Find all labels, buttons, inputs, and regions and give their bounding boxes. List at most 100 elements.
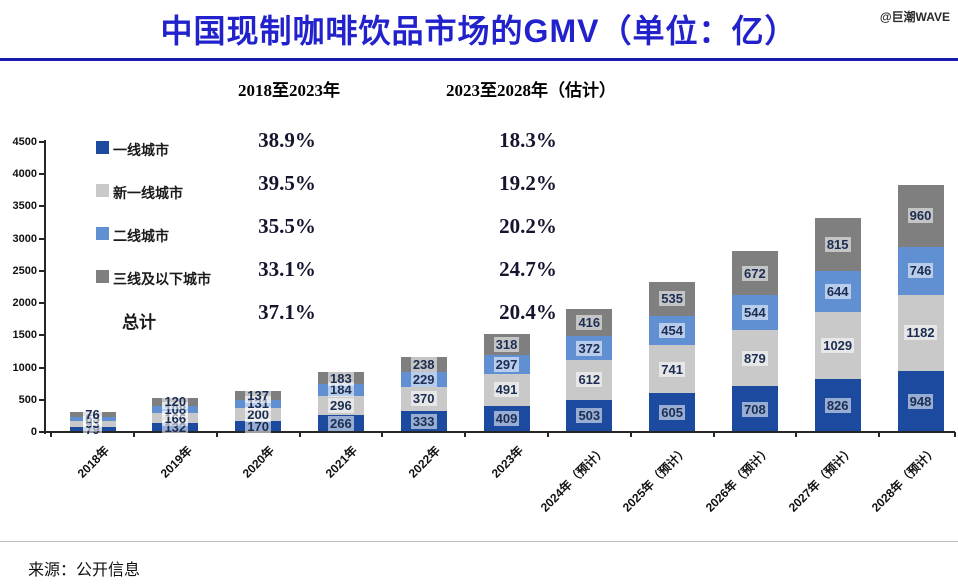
bar-segment-新一线城市 [566, 360, 613, 400]
x-axis-category-label: 2026年（预计） [703, 443, 775, 515]
x-axis-category-label: 2027年（预计） [785, 443, 858, 515]
y-axis-tick-label: 1500 [12, 329, 37, 342]
cagr-period1-header: 2018至2023年 [238, 81, 340, 100]
cagr-period2-value-3: 20.2% [499, 214, 557, 238]
bar-segment-一线城市 [731, 386, 778, 432]
y-axis-tick-label: 0 [30, 426, 37, 438]
y-axis-tick [39, 237, 44, 240]
cagr-period2-value-5: 20.4% [499, 300, 557, 324]
y-axis-tick-label: 3000 [12, 232, 37, 245]
y-axis-tick [39, 334, 44, 337]
x-axis-tick [712, 432, 715, 437]
x-axis-tick [132, 432, 135, 437]
y-axis-tick [39, 269, 44, 272]
bar-segment-三线及以下城市 [400, 356, 447, 372]
bar-segment-新一线城市 [400, 386, 447, 411]
bar-segment-一线城市 [400, 410, 447, 432]
x-axis-category-label: 2019年 [157, 443, 195, 481]
bar-segment-二线城市 [400, 371, 447, 387]
bar-segment-二线城市 [731, 294, 778, 330]
bar-segment-新一线城市 [649, 345, 696, 393]
bar-segment-二线城市 [483, 354, 530, 374]
x-axis-category-label: 2018年 [74, 443, 112, 481]
legend-label-1: 一线城市 [113, 142, 169, 158]
y-axis-tick-label: 1000 [12, 361, 37, 374]
bar-segment-三线及以下城市 [897, 184, 944, 247]
y-axis-tick-label: 2500 [12, 264, 37, 277]
x-axis-tick [381, 432, 384, 437]
page-title: 中国现制咖啡饮品市场的GMV（单位：亿） [160, 13, 798, 49]
bar-segment-三线及以下城市 [152, 398, 199, 406]
bar-segment-一线城市 [483, 405, 530, 432]
y-axis-tick [39, 398, 44, 401]
bar-segment-三线及以下城市 [814, 218, 861, 271]
cagr-period1-value-2: 39.5% [258, 171, 316, 195]
x-axis-tick [954, 432, 956, 437]
watermark: @巨潮WAVE [879, 10, 950, 24]
bar-segment-一线城市 [649, 393, 696, 432]
y-axis-tick [39, 431, 44, 433]
bar-segment-二线城市 [566, 336, 613, 361]
bar-segment-新一线城市 [814, 312, 861, 379]
x-axis-tick [629, 432, 632, 437]
bar-segment-三线及以下城市 [483, 334, 530, 355]
bar-segment-新一线城市 [152, 412, 199, 424]
bar-segment-二线城市 [897, 246, 944, 295]
x-axis-category-label: 2023年 [488, 443, 526, 481]
x-axis-category-label: 2028年（预计） [868, 443, 940, 515]
bar-segment-一线城市 [814, 378, 861, 432]
bar-segment-二线城市 [235, 399, 282, 409]
source-note: 来源：公开信息 [28, 562, 141, 579]
y-axis-line [44, 140, 46, 434]
x-axis-tick [464, 432, 467, 437]
cagr-period2-header: 2023至2028年（估计） [446, 81, 616, 100]
x-axis-category-label: 2021年 [322, 443, 361, 481]
bar-segment-三线及以下城市 [317, 372, 364, 384]
legend-swatch-1 [96, 141, 109, 154]
bar-segment-新一线城市 [235, 408, 282, 422]
cagr-period2-value-4: 24.7% [499, 257, 557, 281]
footer-divider [0, 541, 958, 542]
bar-segment-二线城市 [814, 270, 861, 313]
legend-label-4: 三线及以下城市 [113, 271, 211, 287]
x-axis-tick [50, 432, 53, 437]
y-axis-tick [39, 366, 44, 369]
y-axis-tick-label: 3500 [12, 200, 37, 213]
x-axis-tick [215, 432, 218, 437]
y-axis-tick-label: 4500 [12, 136, 37, 148]
cagr-period2-value-1: 18.3% [499, 128, 557, 152]
legend-label-2: 新一线城市 [113, 185, 183, 201]
bar-segment-二线城市 [649, 316, 696, 346]
x-axis-category-label: 2025年（预计） [620, 443, 692, 515]
legend-swatch-2 [96, 184, 109, 197]
bar-segment-一线城市 [897, 370, 944, 432]
bar-segment-三线及以下城市 [649, 281, 696, 316]
bar-segment-新一线城市 [897, 294, 944, 371]
bar-segment-三线及以下城市 [69, 411, 116, 417]
y-axis-tick-label: 2000 [12, 297, 37, 310]
cagr-period1-value-4: 33.1% [258, 257, 316, 281]
bar-segment-三线及以下城市 [235, 390, 282, 400]
bar-segment-新一线城市 [317, 395, 364, 415]
bar-segment-二线城市 [152, 405, 199, 413]
cagr-period1-value-1: 38.9% [258, 128, 316, 152]
x-axis-tick [546, 432, 549, 437]
legend-swatch-3 [96, 227, 109, 240]
x-axis-category-label: 2022年 [405, 443, 444, 481]
y-axis-tick [39, 302, 44, 305]
bar-segment-新一线城市 [731, 329, 778, 387]
x-axis-category-label: 2024年（预计） [537, 443, 609, 515]
bar-segment-一线城市 [566, 399, 613, 432]
y-axis-tick-label: 500 [18, 393, 37, 406]
bar-segment-新一线城市 [69, 420, 116, 427]
bar-segment-三线及以下城市 [731, 251, 778, 295]
x-axis-line [44, 431, 955, 433]
x-axis-tick [878, 432, 881, 437]
y-axis-tick-label: 4000 [12, 168, 37, 181]
bar-segment-二线城市 [69, 416, 116, 421]
bar-segment-一线城市 [317, 414, 364, 432]
y-axis-tick [39, 141, 44, 143]
x-axis-tick [795, 432, 798, 437]
y-axis-tick [39, 205, 44, 208]
